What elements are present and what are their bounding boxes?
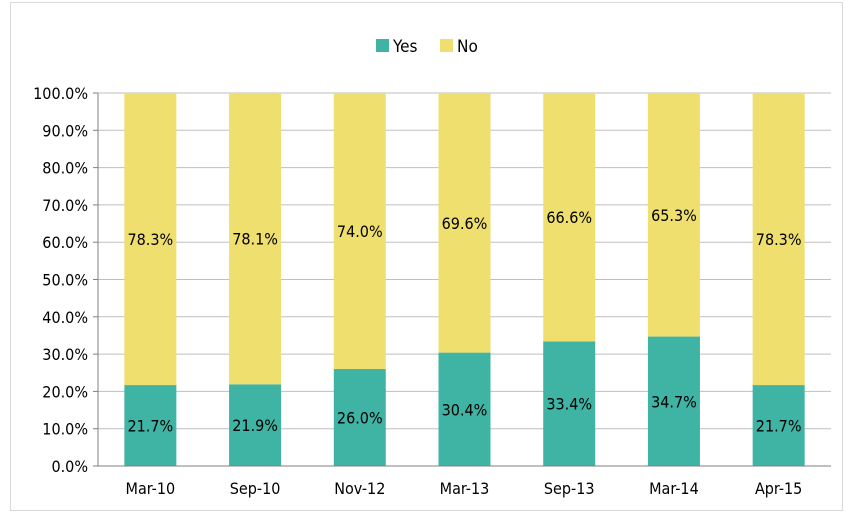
x-tick-label: Nov-12 xyxy=(334,479,385,498)
bar-yes-sep-13 xyxy=(543,341,596,466)
bar-yes-nov-12 xyxy=(333,369,386,466)
data-label-no: 78.3% xyxy=(127,230,173,249)
y-tick-label: 0.0% xyxy=(51,457,88,476)
bar-no-apr-15 xyxy=(752,93,805,386)
data-label-no: 78.3% xyxy=(756,230,802,249)
x-axis: Mar-10 Sep-10 Nov-12 Mar-13 Sep-13 Mar-14 Apr-… xyxy=(98,465,831,498)
data-label-yes: 30.4% xyxy=(442,400,488,419)
x-tick-label: Mar-10 xyxy=(126,479,176,498)
bar-yes-apr-15 xyxy=(752,385,805,466)
y-tick-label: 90.0% xyxy=(42,121,88,140)
y-tick-label: 60.0% xyxy=(42,233,88,252)
bar-no-mar-10 xyxy=(124,93,177,386)
legend-label-no: No xyxy=(457,37,478,57)
y-tick-label: 80.0% xyxy=(42,159,88,178)
data-label-yes: 26.0% xyxy=(337,409,383,428)
legend-swatch-no xyxy=(440,39,453,52)
legend: Yes No xyxy=(376,37,478,57)
data-label-no: 69.6% xyxy=(442,214,488,233)
legend-swatch-yes xyxy=(376,39,389,52)
y-tick-label: 70.0% xyxy=(42,196,88,215)
y-tick-label: 30.0% xyxy=(42,345,88,364)
bars: 21.7% 78.3% 21.9% 78.1% 26.0% 74.0% 30.4% 69.6%… xyxy=(124,93,805,466)
data-label-no: 65.3% xyxy=(651,206,697,225)
y-tick-label: 40.0% xyxy=(42,308,88,327)
bar-no-nov-12 xyxy=(333,93,386,370)
data-label-yes: 21.7% xyxy=(127,417,173,436)
y-tick-label: 20.0% xyxy=(42,382,88,401)
y-tick-label: 10.0% xyxy=(42,420,88,439)
data-label-yes: 34.7% xyxy=(651,392,697,411)
x-tick-label: Mar-14 xyxy=(649,479,699,498)
bar-no-sep-13 xyxy=(543,93,596,342)
data-label-yes: 21.9% xyxy=(232,416,278,435)
x-tick-label: Sep-10 xyxy=(230,479,281,498)
bar-yes-mar-14 xyxy=(647,336,700,466)
y-tick-label: 50.0% xyxy=(42,271,88,290)
bar-yes-sep-10 xyxy=(229,384,282,466)
y-tick-label: 100.0% xyxy=(33,84,88,103)
bar-yes-mar-13 xyxy=(438,352,491,466)
data-label-no: 74.0% xyxy=(337,222,383,241)
x-tick-label: Sep-13 xyxy=(544,479,595,498)
data-label-no: 66.6% xyxy=(546,208,592,227)
chart-frame: Yes No 0.0% 10.0% 20.0% 30.0% 40.0% 50.0% 60.0… xyxy=(10,2,843,511)
x-tick-label: Mar-13 xyxy=(440,479,490,498)
data-label-yes: 21.7% xyxy=(756,417,802,436)
bar-no-mar-13 xyxy=(438,93,491,353)
y-axis: 0.0% 10.0% 20.0% 30.0% 40.0% 50.0% 60.0% 70.0% 8… xyxy=(33,84,99,476)
stacked-bar-chart: Yes No 0.0% 10.0% 20.0% 30.0% 40.0% 50.0% 60.0… xyxy=(33,37,831,498)
x-tick-label: Apr-15 xyxy=(755,479,802,498)
data-label-yes: 33.4% xyxy=(546,395,592,414)
bar-no-sep-10 xyxy=(229,93,282,385)
bar-no-mar-14 xyxy=(647,93,700,337)
data-label-no: 78.1% xyxy=(232,230,278,249)
legend-label-yes: Yes xyxy=(392,37,417,57)
bar-yes-mar-10 xyxy=(124,385,177,466)
